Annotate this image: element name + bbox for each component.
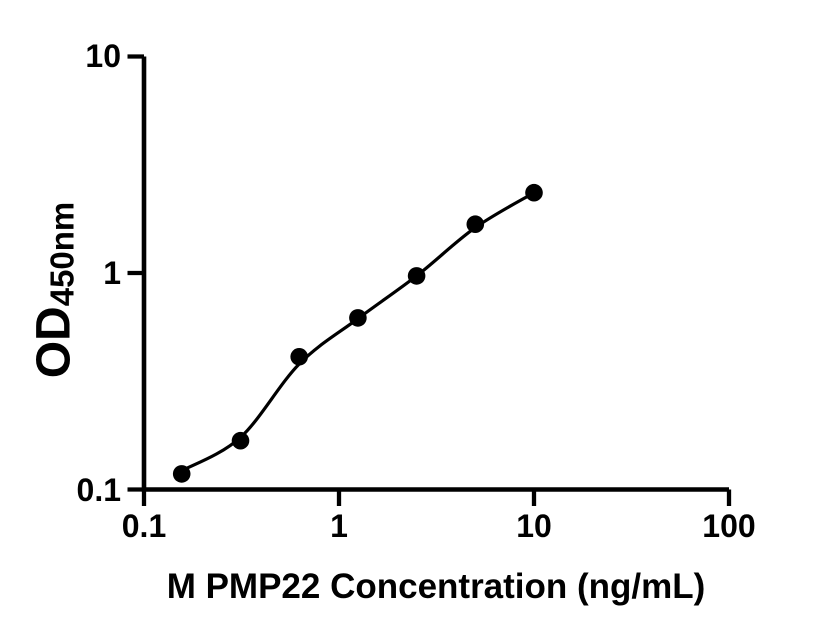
data-point	[172, 465, 191, 483]
data-point	[290, 348, 309, 366]
fit-curve	[180, 191, 535, 473]
x-tick-label-1: 1	[330, 508, 348, 544]
data-point	[466, 215, 485, 233]
y-tick-label-10: 10	[85, 38, 121, 74]
y-tick-label-1: 1	[103, 255, 121, 291]
data-point	[407, 267, 426, 285]
data-point	[525, 183, 543, 202]
y-axis-title-main: OD	[27, 306, 81, 379]
x-axis-title: M PMP22 Concentration (ng/mL)	[166, 567, 706, 606]
data-point	[231, 431, 250, 450]
y-tick-label-0.1: 0.1	[76, 472, 121, 508]
x-tick-label-10: 10	[516, 508, 552, 544]
axis-lines	[141, 56, 729, 492]
x-tick-label-0.1: 0.1	[121, 508, 167, 544]
data-point	[349, 309, 367, 327]
x-tick-label-100: 100	[702, 508, 756, 544]
